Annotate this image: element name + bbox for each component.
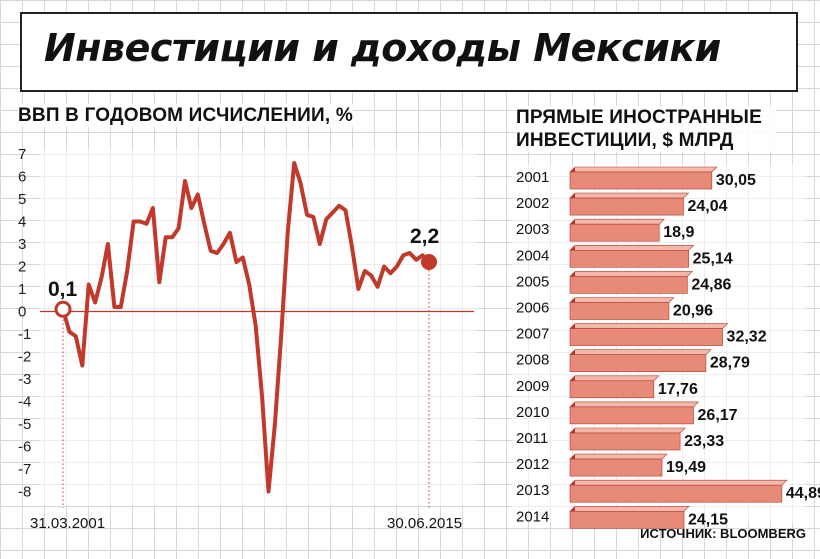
fdi-value-label: 24,04 bbox=[687, 198, 727, 215]
fdi-value-label: 17,76 bbox=[658, 381, 698, 398]
gdp-y-tick-label: -6 bbox=[18, 439, 31, 456]
gdp-series-line bbox=[61, 161, 431, 494]
fdi-year-label: 2008 bbox=[516, 352, 549, 369]
fdi-bar-top bbox=[569, 166, 718, 173]
gdp-y-tick-label: -4 bbox=[18, 394, 31, 411]
fdi-bar-top bbox=[569, 245, 695, 251]
fdi-bar bbox=[569, 250, 689, 268]
fdi-value-label: 25,14 bbox=[693, 250, 733, 267]
fdi-bar-top bbox=[569, 218, 665, 225]
fdi-year-label: 2010 bbox=[516, 404, 549, 421]
source-note: ИСТОЧНИК: BLOOMBERG bbox=[640, 526, 806, 541]
gdp-y-tick-label: -7 bbox=[18, 461, 31, 478]
fdi-value-label: 28,79 bbox=[710, 355, 750, 372]
fdi-bar bbox=[569, 354, 707, 373]
fdi-bar bbox=[569, 276, 688, 294]
fdi-bar bbox=[569, 197, 684, 216]
gdp-y-tick-label: -2 bbox=[18, 349, 31, 366]
fdi-bar-top bbox=[569, 297, 675, 303]
fdi-value-label: 26,17 bbox=[698, 407, 738, 424]
fdi-bar-top bbox=[569, 271, 694, 277]
gdp-start-value-label: 0,1 bbox=[48, 278, 78, 301]
fdi-bar-top bbox=[569, 505, 690, 512]
fdi-value-label: 23,33 bbox=[684, 433, 724, 450]
gdp-start-marker bbox=[54, 300, 72, 318]
fdi-value-label: 19,49 bbox=[666, 459, 706, 476]
gdp-y-tick-label: 1 bbox=[18, 281, 26, 298]
fdi-bar bbox=[569, 302, 670, 320]
fdi-bar-top bbox=[569, 192, 690, 199]
gdp-y-tick-label: 3 bbox=[18, 236, 26, 253]
fdi-value-label: 20,96 bbox=[673, 303, 713, 320]
fdi-year-label: 2012 bbox=[516, 456, 549, 473]
gdp-plot-area bbox=[40, 150, 476, 506]
fdi-year-label: 2003 bbox=[516, 221, 549, 238]
fdi-value-label: 30,05 bbox=[716, 172, 756, 189]
fdi-bar-top bbox=[569, 323, 729, 329]
fdi-bar bbox=[569, 328, 723, 346]
fdi-bar-top bbox=[569, 349, 712, 356]
gdp-start-date-label: 31.03.2001 bbox=[30, 515, 105, 532]
fdi-bar bbox=[569, 380, 655, 399]
gdp-y-tick-label: -1 bbox=[18, 326, 31, 343]
gdp-y-tick-label: 6 bbox=[18, 169, 26, 186]
fdi-year-label: 2004 bbox=[516, 247, 549, 264]
fdi-year-label: 2006 bbox=[516, 300, 549, 317]
fdi-year-label: 2002 bbox=[516, 195, 549, 212]
fdi-bar-top bbox=[569, 427, 686, 434]
gdp-y-tick-label: -8 bbox=[18, 484, 31, 501]
fdi-year-label: 2005 bbox=[516, 273, 549, 290]
fdi-bar-top bbox=[569, 479, 788, 486]
fdi-year-label: 2007 bbox=[516, 326, 549, 343]
fdi-year-label: 2009 bbox=[516, 378, 549, 395]
fdi-year-label: 2011 bbox=[516, 430, 548, 447]
fdi-bar bbox=[569, 432, 681, 451]
fdi-year-label: 2013 bbox=[516, 482, 549, 499]
fdi-value-label: 24,86 bbox=[691, 276, 731, 293]
gdp-y-tick-label: -5 bbox=[18, 416, 31, 433]
gdp-y-tick-label: 7 bbox=[18, 146, 26, 163]
gdp-end-marker bbox=[421, 254, 437, 270]
fdi-bar bbox=[569, 223, 660, 242]
fdi-bar-top bbox=[569, 401, 700, 408]
fdi-chart-title: ПРЯМЫЕ ИНОСТРАННЫЕ ИНВЕСТИЦИИ, $ МЛРД bbox=[516, 106, 776, 152]
gdp-line-chart: 7 6 5 4 3 2 1 0 -1 -2 -3 -4 -5 -6 -7 -8 0,1 2,2 31.03.2001… bbox=[18, 146, 476, 532]
fdi-bar-top bbox=[569, 375, 660, 382]
gdp-y-tick-label: 2 bbox=[18, 259, 26, 276]
fdi-value-label: 18,9 bbox=[663, 224, 694, 241]
gdp-y-tick-label: 4 bbox=[18, 214, 26, 231]
gdp-y-tick-label: -3 bbox=[18, 371, 31, 388]
fdi-bar-top bbox=[569, 453, 668, 460]
fdi-bar-chart: 2001 30,05 2002 24,04 2003 18,9 2004 25,14 2005 2… bbox=[512, 164, 820, 529]
gdp-y-tick-label: 0 bbox=[18, 304, 26, 321]
fdi-bar bbox=[569, 171, 713, 190]
fdi-value-label: 44,89 bbox=[786, 485, 820, 502]
gdp-end-date-label: 30.06.2015 bbox=[387, 515, 462, 532]
fdi-value-label: 32,32 bbox=[727, 329, 767, 346]
gdp-chart-title: ВВП В ГОДОВОМ ИСЧИСЛЕНИИ, % bbox=[18, 104, 353, 127]
fdi-value-label: 24,15 bbox=[688, 511, 728, 528]
fdi-year-label: 2001 bbox=[516, 169, 549, 186]
gdp-y-tick-label: 5 bbox=[18, 191, 26, 208]
fdi-bar bbox=[569, 510, 685, 529]
page-title: Инвестиции и доходы Мексики bbox=[44, 26, 721, 70]
fdi-year-label: 2014 bbox=[516, 508, 549, 525]
fdi-bar bbox=[569, 406, 694, 425]
fdi-bar bbox=[569, 484, 783, 503]
fdi-bar bbox=[569, 458, 663, 477]
gdp-end-value-label: 2,2 bbox=[410, 225, 439, 248]
title-box: Инвестиции и доходы Мексики bbox=[20, 12, 798, 92]
